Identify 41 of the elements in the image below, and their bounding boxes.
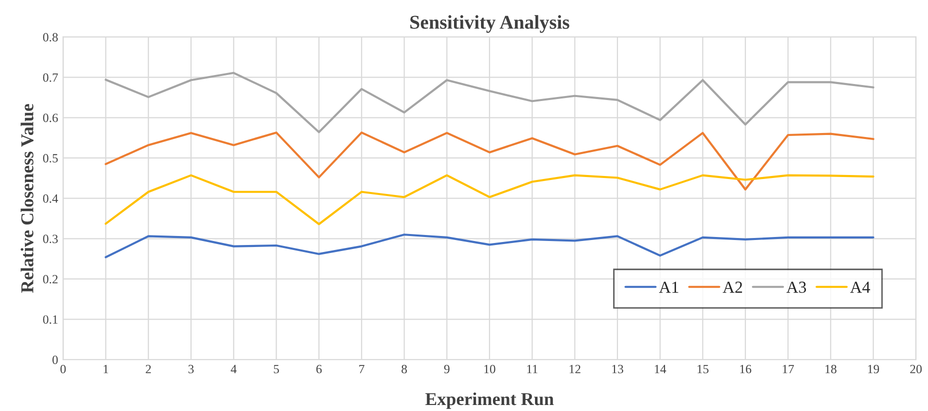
- y-tick-label: 0.6: [43, 114, 58, 122]
- x-tick-label: 6: [316, 364, 322, 374]
- x-tick-label: 9: [444, 364, 450, 374]
- y-tick-label: 0.8: [43, 33, 58, 42]
- x-tick-label: 10: [484, 364, 496, 374]
- line-series: [104, 132, 874, 190]
- x-tick-label: 17: [782, 364, 794, 374]
- x-tick-label: 20: [910, 364, 922, 374]
- y-tick-label: 0.2: [43, 274, 58, 284]
- legend-label: A2: [722, 282, 742, 293]
- y-tick-label: 0.7: [43, 73, 58, 82]
- y-tick-label: 0.5: [43, 154, 58, 162]
- x-tick-label: 0: [60, 364, 66, 374]
- line-series: [104, 72, 874, 134]
- x-tick-label: 19: [868, 364, 880, 374]
- y-tick-label: 0.1: [43, 315, 58, 324]
- x-tick-label: 2: [146, 364, 151, 374]
- x-tick-label: 1: [104, 364, 108, 374]
- line-series: [104, 174, 874, 226]
- x-tick-label: 8: [402, 364, 407, 374]
- line-series: [104, 234, 874, 258]
- x-tick-label: 11: [527, 364, 538, 374]
- x-tick-label: 4: [230, 364, 237, 374]
- x-tick-label: 15: [698, 364, 708, 374]
- x-tick-label: 3: [188, 364, 194, 374]
- x-tick-label: 18: [826, 364, 836, 374]
- x-tick-label: 5: [274, 364, 279, 374]
- legend-label: A4: [850, 282, 870, 293]
- x-tick-label: 12: [570, 364, 580, 374]
- x-tick-label: 13: [612, 364, 624, 374]
- chart-title: Sensitivity Analysis: [410, 15, 570, 33]
- y-tick-label: 0.3: [43, 234, 58, 244]
- y-axis-title: Relative Closeness Value: [20, 104, 34, 293]
- x-tick-label: 14: [654, 364, 666, 374]
- y-tick-label: 0: [52, 356, 58, 364]
- x-tick-label: 16: [740, 364, 752, 374]
- x-tick-label: 7: [359, 364, 364, 374]
- x-axis-title: Experiment Run: [425, 392, 554, 409]
- legend-label: A1: [659, 282, 678, 293]
- y-tick-label: 0.4: [43, 194, 58, 203]
- legend-label: A3: [786, 282, 806, 293]
